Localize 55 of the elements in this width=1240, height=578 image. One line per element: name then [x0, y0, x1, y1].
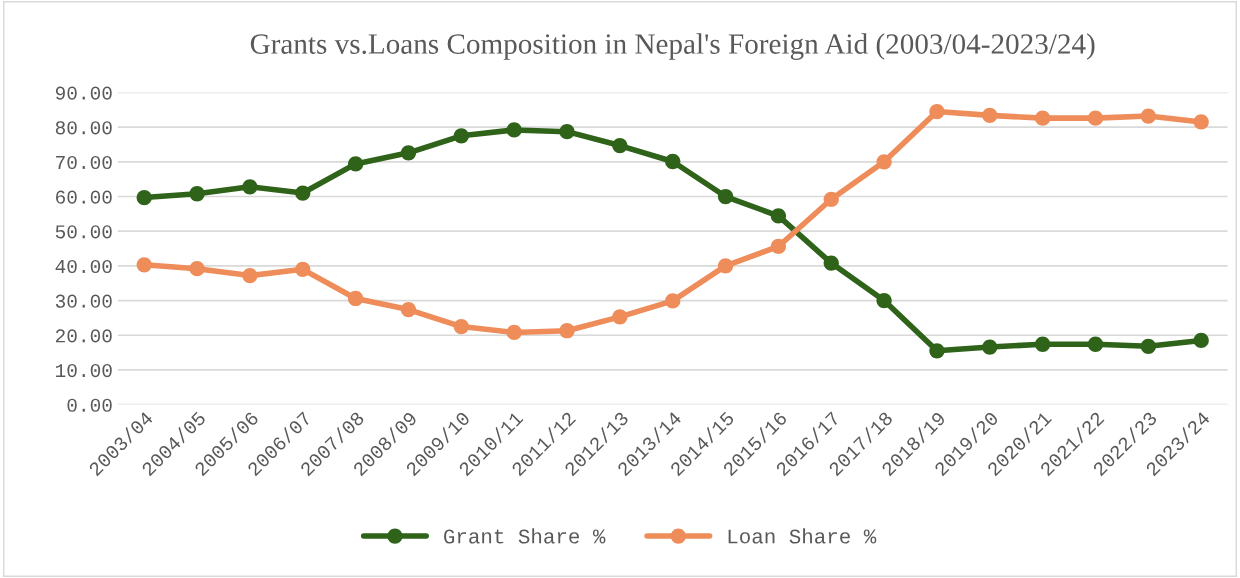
y-tick-label: 80.00	[55, 121, 112, 135]
y-tick-label: 90.00	[55, 86, 112, 100]
y-tick-label: 60.00	[56, 190, 112, 204]
point	[189, 261, 205, 277]
point	[612, 137, 628, 154]
point	[453, 318, 469, 335]
point	[295, 261, 311, 277]
point	[982, 339, 998, 355]
y-tick-label: 50.00	[55, 225, 112, 239]
point	[347, 156, 364, 172]
y-tick-label: 20.00	[55, 329, 112, 343]
point	[929, 343, 945, 359]
point	[665, 153, 681, 170]
point	[823, 191, 839, 207]
point	[612, 309, 628, 325]
point	[559, 124, 575, 140]
point	[136, 257, 152, 273]
legend-label: Grant Share %	[444, 528, 606, 544]
y-tick-label: 10.00	[56, 363, 112, 378]
point	[295, 185, 311, 201]
point	[717, 258, 734, 274]
point	[506, 324, 522, 341]
point	[1193, 114, 1209, 130]
chart-title: Grants vs.Loans Composition in Nepal's Foreign Aid (2003/04-2023/24)	[250, 33, 1095, 60]
legend-label: Loan Share %	[728, 528, 877, 544]
point	[823, 255, 839, 271]
y-tick-label: 40.00	[55, 259, 112, 274]
point	[1140, 108, 1156, 124]
point	[1034, 336, 1051, 352]
point	[1140, 338, 1156, 354]
point	[506, 122, 522, 138]
y-tick-label: 30.00	[55, 294, 112, 308]
point	[1034, 110, 1051, 126]
point	[400, 145, 417, 161]
point	[665, 293, 681, 309]
y-tick-label: 0.00	[67, 398, 112, 412]
y-tick-label: 70.00	[56, 155, 112, 170]
point	[136, 189, 152, 206]
point	[770, 208, 787, 224]
point	[242, 179, 258, 195]
point	[982, 107, 998, 124]
point	[189, 186, 205, 202]
point	[453, 128, 469, 144]
point	[242, 267, 258, 284]
point	[400, 301, 417, 318]
point	[876, 154, 892, 170]
point	[876, 292, 892, 309]
point	[1087, 110, 1104, 126]
point	[929, 103, 945, 120]
point	[1193, 332, 1209, 349]
point	[559, 323, 575, 339]
point	[347, 290, 364, 307]
point	[770, 238, 787, 255]
point	[717, 188, 734, 205]
point	[1087, 336, 1104, 352]
